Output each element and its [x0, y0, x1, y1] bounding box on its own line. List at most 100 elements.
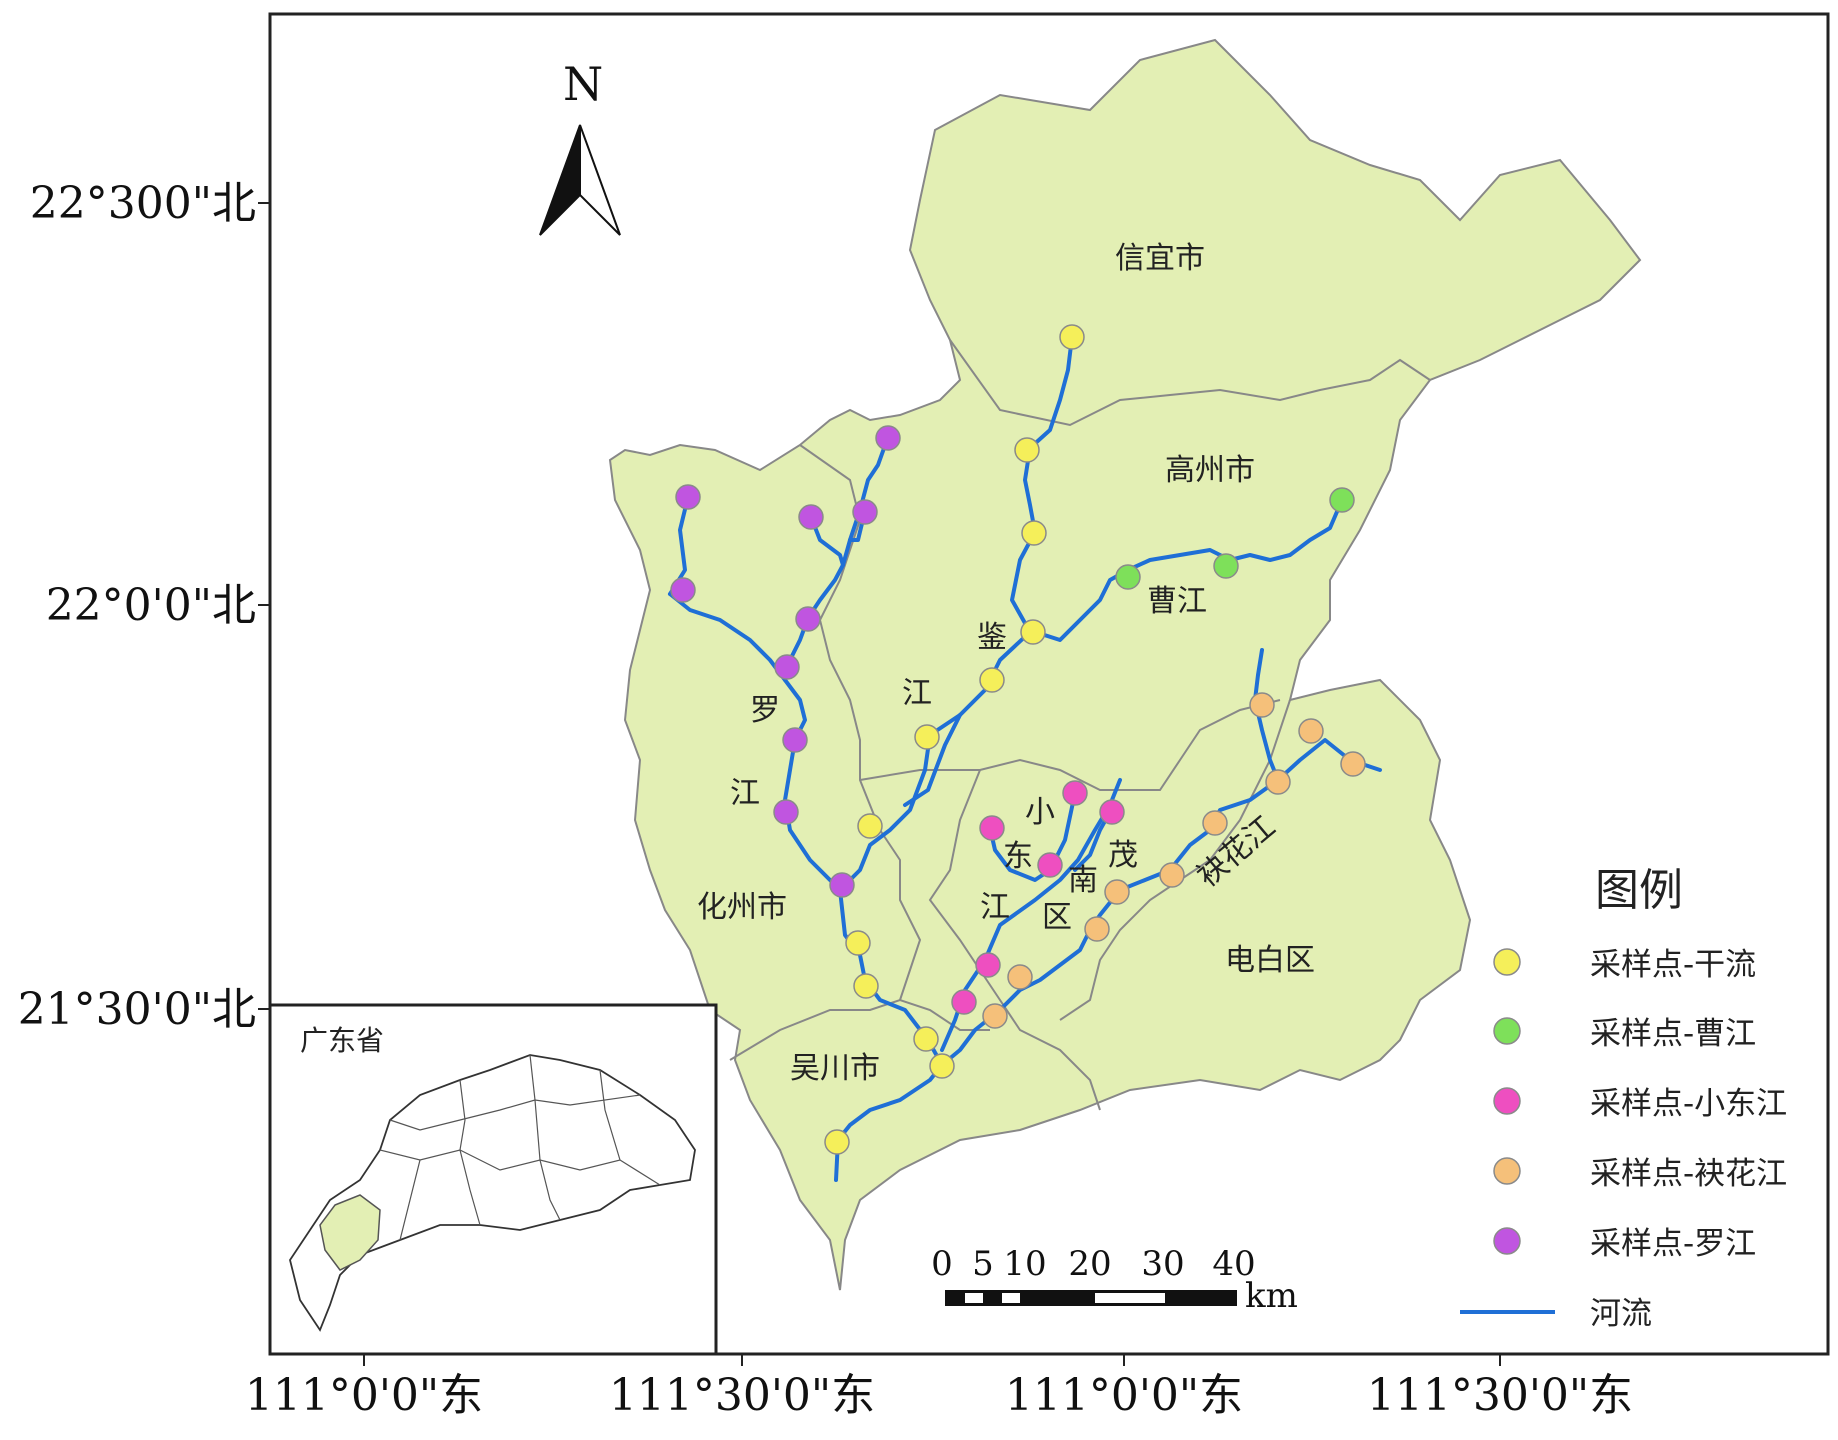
- legend-title: 图例: [1595, 865, 1683, 916]
- sample-point-main: [853, 973, 879, 999]
- sample-point-main: [845, 930, 871, 956]
- scale-label-5: 5: [972, 1244, 994, 1284]
- river-jianjiang-2: 江: [902, 676, 932, 711]
- legend-swatch-caojiang: [1493, 1017, 1521, 1045]
- sample-point-xiaodongjiang: [975, 952, 1001, 978]
- fuhuajiang-river: [940, 648, 1280, 1067]
- scale-label-10: 10: [1003, 1244, 1046, 1284]
- sample-point-fuhuajiang: [1084, 916, 1110, 942]
- scale-label-40: 40: [1212, 1244, 1255, 1284]
- region-huazhou: 化州市: [697, 890, 787, 925]
- sample-point-luojiang: [675, 484, 701, 510]
- legend-label-xiaodongjiang: 采样点-小东江: [1590, 1086, 1787, 1122]
- sample-point-luojiang: [798, 504, 824, 530]
- jianjiang-upper-branch: [903, 713, 962, 807]
- scale-unit: km: [1245, 1276, 1298, 1316]
- sample-point-xiaodongjiang: [979, 815, 1005, 841]
- sample-point-fuhuajiang: [1202, 810, 1228, 836]
- legend-swatch-luojiang: [1493, 1227, 1521, 1255]
- legend: 图例 采样点-干流 采样点-曹江 采样点-小东江 采样点-袂花江 采样点-罗江 …: [1460, 865, 1787, 1332]
- sample-point-luojiang: [774, 654, 800, 680]
- sample-point-xiaodongjiang: [1099, 799, 1125, 825]
- inset-title: 广东省: [300, 1024, 384, 1057]
- sample-point-caojiang: [1213, 553, 1239, 579]
- caojiang-river: [1033, 498, 1344, 642]
- legend-label-caojiang: 采样点-曹江: [1590, 1016, 1756, 1052]
- sample-point-luojiang: [852, 499, 878, 525]
- legend-swatch-main: [1493, 948, 1521, 976]
- sample-point-luojiang: [795, 606, 821, 632]
- legend-label-fuhuajiang: 采样点-袂花江: [1590, 1156, 1787, 1192]
- legend-swatch-fuhuajiang: [1493, 1157, 1521, 1185]
- sample-point-main: [929, 1053, 955, 1079]
- region-labels: 信宜市 高州市 化州市 吴川市 电白区 茂 南 区: [697, 241, 1315, 1086]
- river-caojiang: 曹江: [1147, 584, 1207, 619]
- sample-point-xiaodongjiang: [951, 989, 977, 1015]
- region-maonan-2: 南: [1068, 863, 1098, 898]
- lon-tick-1: 111°0'0"东: [245, 1370, 483, 1421]
- lat-tick-2: 22°0'0"北: [46, 580, 256, 631]
- sample-point-luojiang: [773, 799, 799, 825]
- legend-label-main: 采样点-干流: [1590, 947, 1756, 983]
- scale-label-30: 30: [1141, 1244, 1184, 1284]
- inset-study-area: [319, 1194, 381, 1271]
- lon-tick-4: 111°30'0"东: [1367, 1370, 1633, 1421]
- sample-point-main: [824, 1129, 850, 1155]
- sample-point-main: [1020, 619, 1046, 645]
- region-gaozhou: 高州市: [1165, 453, 1255, 488]
- latitude-ticks: 22°300"北 22°0'0"北 21°30'0"北: [18, 178, 270, 1035]
- sample-point-caojiang: [1115, 564, 1141, 590]
- lon-tick-2: 111°30'0"东: [609, 1370, 875, 1421]
- sample-point-main: [914, 724, 940, 750]
- sample-points: [670, 324, 1366, 1155]
- scale-label-20: 20: [1068, 1244, 1111, 1284]
- legend-label-river: 河流: [1590, 1296, 1652, 1332]
- region-xinyi: 信宜市: [1115, 241, 1205, 276]
- sample-point-fuhuajiang: [982, 1003, 1008, 1029]
- inset-map: 广东省: [268, 1003, 718, 1356]
- sample-point-caojiang: [1329, 487, 1355, 513]
- lon-tick-3: 111°0'0"东: [1005, 1370, 1243, 1421]
- sample-point-fuhuajiang: [1007, 964, 1033, 990]
- sample-point-fuhuajiang: [1249, 692, 1275, 718]
- lat-tick-3: 21°30'0"北: [18, 984, 256, 1035]
- sample-point-main: [1014, 437, 1040, 463]
- longitude-ticks: 111°0'0"东 111°30'0"东 111°0'0"东 111°30'0"…: [245, 1354, 1633, 1421]
- sample-point-fuhuajiang: [1265, 769, 1291, 795]
- river-xiaodongjiang-1: 小: [1025, 795, 1055, 830]
- legend-swatch-xiaodongjiang: [1493, 1087, 1521, 1115]
- region-dianbai: 电白区: [1225, 943, 1315, 978]
- sample-point-xiaodongjiang: [1037, 852, 1063, 878]
- north-label: N: [563, 57, 603, 111]
- sample-point-fuhuajiang: [1340, 751, 1366, 777]
- sample-point-main: [979, 667, 1005, 693]
- scale-label-0: 0: [931, 1244, 953, 1284]
- sample-point-xiaodongjiang: [1062, 780, 1088, 806]
- sample-point-luojiang: [782, 727, 808, 753]
- sample-point-luojiang: [875, 425, 901, 451]
- river-luojiang-2: 江: [730, 776, 760, 811]
- river-xiaodongjiang-2: 东: [1003, 839, 1033, 874]
- sample-point-main: [913, 1026, 939, 1052]
- north-arrow: N: [539, 57, 621, 236]
- legend-label-luojiang: 采样点-罗江: [1590, 1226, 1756, 1262]
- sample-point-luojiang: [829, 872, 855, 898]
- scale-bar: 0 5 10 20 30 40 km: [931, 1244, 1298, 1316]
- sample-point-fuhuajiang: [1298, 718, 1324, 744]
- sample-point-fuhuajiang: [1104, 879, 1130, 905]
- sample-point-fuhuajiang: [1159, 862, 1185, 888]
- river-jianjiang-1: 鉴: [977, 620, 1007, 655]
- luojiang-branch-west-2: [668, 592, 787, 682]
- region-maonan-1: 茂: [1108, 838, 1138, 873]
- sample-point-main: [1059, 324, 1085, 350]
- sample-point-main: [1021, 520, 1047, 546]
- north-arrow-right-half: [579, 124, 621, 236]
- river-xiaodongjiang-3: 江: [980, 890, 1010, 925]
- sample-point-luojiang: [670, 577, 696, 603]
- region-maonan-3: 区: [1042, 900, 1072, 935]
- sample-point-main: [857, 813, 883, 839]
- region-wuchuan: 吴川市: [790, 1051, 880, 1086]
- lat-tick-1: 22°300"北: [30, 178, 256, 229]
- guangdong-outline: [289, 1054, 696, 1332]
